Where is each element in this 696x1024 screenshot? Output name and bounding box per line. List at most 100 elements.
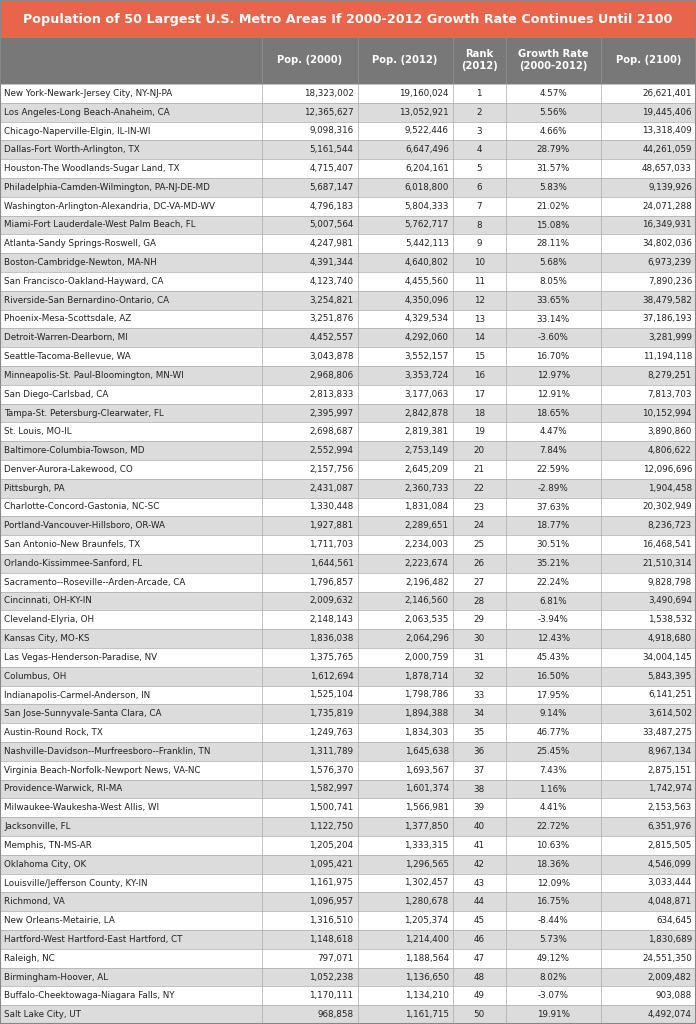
Text: 1,645,638: 1,645,638 — [404, 746, 449, 756]
Text: Portland-Vancouver-Hillsboro, OR-WA: Portland-Vancouver-Hillsboro, OR-WA — [4, 521, 165, 530]
Text: 34: 34 — [473, 710, 484, 718]
Text: 4: 4 — [476, 145, 482, 155]
Text: 25: 25 — [473, 540, 484, 549]
Text: 34,802,036: 34,802,036 — [642, 240, 692, 248]
Text: 28.79%: 28.79% — [537, 145, 570, 155]
Text: 47: 47 — [473, 953, 484, 963]
Bar — [0, 140, 696, 159]
Bar — [0, 122, 696, 140]
Text: 5.56%: 5.56% — [539, 108, 567, 117]
Text: 12.97%: 12.97% — [537, 371, 570, 380]
Text: 2,146,560: 2,146,560 — [405, 597, 449, 605]
Bar — [0, 629, 696, 648]
Text: 10.63%: 10.63% — [537, 841, 570, 850]
Text: 2,064,296: 2,064,296 — [405, 634, 449, 643]
Text: 7.84%: 7.84% — [539, 446, 567, 455]
Text: Rank
(2012): Rank (2012) — [461, 49, 498, 71]
Text: 1,830,689: 1,830,689 — [648, 935, 692, 944]
Text: 22.59%: 22.59% — [537, 465, 570, 474]
Text: 15: 15 — [473, 352, 484, 361]
Text: 3,353,724: 3,353,724 — [404, 371, 449, 380]
Text: 48,657,033: 48,657,033 — [642, 164, 692, 173]
Text: Denver-Aurora-Lakewood, CO: Denver-Aurora-Lakewood, CO — [4, 465, 133, 474]
Bar — [0, 329, 696, 347]
Text: 30.51%: 30.51% — [537, 540, 570, 549]
Text: 20,302,949: 20,302,949 — [642, 503, 692, 512]
Text: 3,890,860: 3,890,860 — [647, 427, 692, 436]
Text: 1,576,370: 1,576,370 — [309, 766, 354, 775]
Text: 4.41%: 4.41% — [539, 803, 567, 812]
Bar — [0, 986, 696, 1006]
Text: 32: 32 — [473, 672, 484, 681]
Text: Indianapolis-Carmel-Anderson, IN: Indianapolis-Carmel-Anderson, IN — [4, 690, 150, 699]
Text: 40: 40 — [473, 822, 484, 831]
Text: Pop. (2000): Pop. (2000) — [277, 55, 342, 65]
Bar — [0, 949, 696, 968]
Text: 1,311,789: 1,311,789 — [310, 746, 354, 756]
Text: 4,123,740: 4,123,740 — [310, 276, 354, 286]
Text: 19: 19 — [474, 427, 484, 436]
Text: 46: 46 — [474, 935, 484, 944]
Text: 4,455,560: 4,455,560 — [404, 276, 449, 286]
Text: 4,806,622: 4,806,622 — [648, 446, 692, 455]
Text: 903,088: 903,088 — [656, 991, 692, 1000]
Bar — [0, 799, 696, 817]
Text: 634,645: 634,645 — [656, 916, 692, 925]
Text: 3,490,694: 3,490,694 — [648, 597, 692, 605]
Bar — [0, 836, 696, 855]
Text: 1,161,975: 1,161,975 — [310, 879, 354, 888]
Bar — [0, 460, 696, 479]
Bar — [0, 761, 696, 779]
Text: 3: 3 — [476, 127, 482, 135]
Text: 13,052,921: 13,052,921 — [399, 108, 449, 117]
Text: 6: 6 — [476, 183, 482, 191]
Text: 4,329,534: 4,329,534 — [404, 314, 449, 324]
Text: 37.63%: 37.63% — [537, 503, 570, 512]
Text: 1,161,715: 1,161,715 — [405, 1010, 449, 1019]
Text: 28.11%: 28.11% — [537, 240, 570, 248]
Text: 34,004,145: 34,004,145 — [642, 653, 692, 662]
Text: 18.36%: 18.36% — [537, 860, 570, 868]
Bar — [0, 705, 696, 723]
Text: 33.14%: 33.14% — [537, 314, 570, 324]
Text: 5,442,113: 5,442,113 — [405, 240, 449, 248]
Text: 2,395,997: 2,395,997 — [310, 409, 354, 418]
Text: 1,500,741: 1,500,741 — [309, 803, 354, 812]
Text: San Jose-Sunnyvale-Santa Clara, CA: San Jose-Sunnyvale-Santa Clara, CA — [4, 710, 161, 718]
Text: 6,141,251: 6,141,251 — [648, 690, 692, 699]
Text: 12.91%: 12.91% — [537, 390, 569, 398]
Text: 7,813,703: 7,813,703 — [647, 390, 692, 398]
Text: Phoenix-Mesa-Scottsdale, AZ: Phoenix-Mesa-Scottsdale, AZ — [4, 314, 132, 324]
Text: 4.66%: 4.66% — [539, 127, 567, 135]
Text: 22.72%: 22.72% — [537, 822, 570, 831]
Bar — [0, 968, 696, 986]
Text: 22.24%: 22.24% — [537, 578, 569, 587]
Text: 4,247,981: 4,247,981 — [310, 240, 354, 248]
Bar — [0, 234, 696, 253]
Text: 5,843,395: 5,843,395 — [647, 672, 692, 681]
Text: 2: 2 — [476, 108, 482, 117]
Text: 16.70%: 16.70% — [537, 352, 570, 361]
Text: 1,122,750: 1,122,750 — [310, 822, 354, 831]
Text: 21,510,314: 21,510,314 — [642, 559, 692, 568]
Text: 6,204,161: 6,204,161 — [405, 164, 449, 173]
Text: 16.50%: 16.50% — [537, 672, 570, 681]
Text: 1,582,997: 1,582,997 — [310, 784, 354, 794]
Text: 2,645,209: 2,645,209 — [405, 465, 449, 474]
Text: 4,452,557: 4,452,557 — [309, 333, 354, 342]
Text: 10: 10 — [473, 258, 484, 267]
Text: 1.16%: 1.16% — [539, 784, 567, 794]
Bar — [0, 403, 696, 423]
Text: 37: 37 — [473, 766, 485, 775]
Text: Oklahoma City, OK: Oklahoma City, OK — [4, 860, 86, 868]
Text: Atlanta-Sandy Springs-Roswell, GA: Atlanta-Sandy Springs-Roswell, GA — [4, 240, 156, 248]
Text: -8.44%: -8.44% — [538, 916, 569, 925]
Text: 18.65%: 18.65% — [537, 409, 570, 418]
Text: 2,842,878: 2,842,878 — [404, 409, 449, 418]
Text: 33,487,275: 33,487,275 — [642, 728, 692, 737]
Text: 4,391,344: 4,391,344 — [310, 258, 354, 267]
Bar — [0, 592, 696, 610]
Text: 11: 11 — [474, 276, 484, 286]
Text: Columbus, OH: Columbus, OH — [4, 672, 66, 681]
Bar — [0, 723, 696, 742]
